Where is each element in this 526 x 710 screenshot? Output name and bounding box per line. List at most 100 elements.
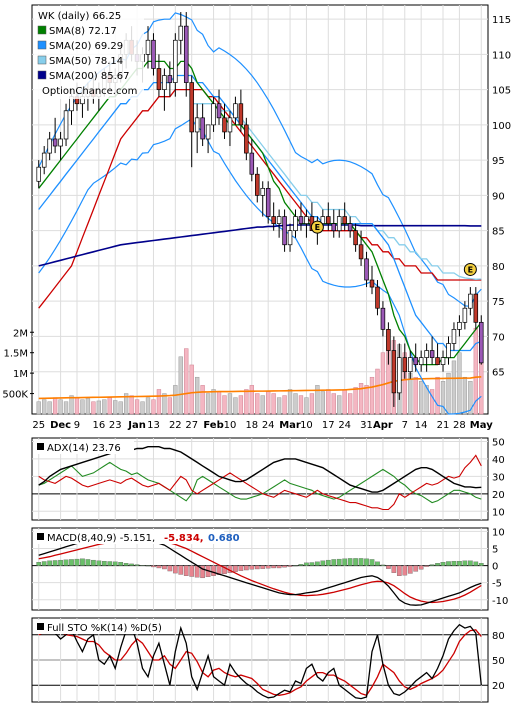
volume-bar <box>107 397 112 415</box>
candle-body <box>364 258 369 281</box>
volume-bar <box>222 395 227 415</box>
price-candle <box>369 265 375 295</box>
macd-histogram-bar <box>325 559 331 566</box>
volume-bar <box>353 387 358 415</box>
x-tick-label: 18 <box>245 420 258 431</box>
price-candle <box>391 336 397 407</box>
volume-bar <box>173 385 178 415</box>
candle-body <box>52 138 58 147</box>
candle-body <box>233 103 238 119</box>
candle-body <box>222 117 227 133</box>
adx-tick-label: 10 <box>492 507 505 518</box>
price-candle <box>189 75 194 168</box>
price-candle <box>151 33 156 76</box>
watermark-label: OptionChance.com <box>42 86 137 97</box>
price-candle <box>178 12 184 55</box>
candle-body <box>282 216 287 246</box>
candle-body <box>189 82 194 133</box>
earnings-marker-icon <box>463 262 477 276</box>
x-tick-label: 27 <box>185 420 198 431</box>
volume-tick-label: 1M <box>13 369 28 380</box>
price-candle <box>47 131 52 161</box>
macd-histogram-bar <box>271 565 276 569</box>
price-candle <box>347 216 353 238</box>
macd-histogram-bar <box>222 565 227 574</box>
macd-histogram-bar <box>233 565 238 572</box>
macd-histogram-bar <box>457 560 462 566</box>
x-tick-label: 23 <box>109 420 122 431</box>
macd-histogram-bar <box>118 562 124 566</box>
macd-histogram-bar <box>47 560 52 566</box>
candle-body <box>47 138 52 154</box>
legend-entry: SMA(20) 69.29 <box>49 41 123 52</box>
x-tick-label: Jan <box>127 420 146 431</box>
macd-histogram-bar <box>58 559 63 566</box>
price-tick-label: 65 <box>492 368 505 379</box>
candle-body <box>173 39 178 83</box>
candle-body <box>397 357 402 394</box>
price-candle <box>287 223 293 252</box>
x-tick-label: 9 <box>74 420 80 431</box>
macd-histogram-bar <box>85 559 91 566</box>
price-candle <box>63 103 69 147</box>
macd-histogram-bar <box>375 561 380 566</box>
macd-histogram-bar <box>238 565 244 571</box>
price-candle <box>156 54 162 97</box>
macd-histogram-bar <box>260 565 266 569</box>
volume-bar <box>331 393 336 415</box>
macd-histogram-bar <box>162 565 167 570</box>
macd-histogram-bar <box>167 565 173 572</box>
x-tick-label: 13 <box>147 420 160 431</box>
price-candle <box>194 103 200 154</box>
volume-bar <box>151 399 156 415</box>
price-tick-label: 115 <box>492 15 511 26</box>
volume-bar <box>96 400 101 415</box>
macd-histogram-bar <box>244 565 249 571</box>
macd-histogram-bar <box>391 565 397 573</box>
price-tick-label: 75 <box>492 297 505 308</box>
candle-body <box>249 152 255 175</box>
x-tick-label: 10 <box>224 420 237 431</box>
earnings-marker-icon <box>310 220 324 234</box>
volume-tick-label: 1.5M <box>3 349 28 360</box>
candle-body <box>276 216 282 224</box>
adx-label: ADX(14) 23.76 <box>47 443 121 454</box>
volume-tick-label: 2M <box>13 328 28 339</box>
candle-body <box>260 187 265 196</box>
candle-body <box>255 173 260 196</box>
price-candle <box>216 89 222 125</box>
macd-label: MACD(8,40,9) -5.151, <box>47 533 155 544</box>
price-candle <box>200 103 205 147</box>
x-tick-label: 24 <box>262 420 275 431</box>
price-candle <box>244 117 249 161</box>
volume-bar <box>80 399 85 415</box>
x-tick-label: Feb <box>203 420 223 431</box>
macd-histogram-bar <box>200 565 205 579</box>
volume-bar <box>413 376 418 415</box>
volume-bar <box>315 385 320 415</box>
macd-histogram-bar <box>183 565 189 576</box>
volume-bar <box>233 397 238 415</box>
volume-bar <box>446 372 451 415</box>
volume-bar <box>451 360 457 415</box>
candle-body <box>167 75 173 83</box>
price-candle <box>331 209 337 238</box>
volume-bar <box>113 400 118 415</box>
macd-histogram-bar <box>145 565 151 567</box>
adx-swatch <box>37 443 44 450</box>
adx-tick-label: 30 <box>492 472 505 483</box>
price-candle <box>375 280 380 316</box>
macd-histogram-bar <box>254 565 260 570</box>
price-tick-label: 105 <box>492 86 511 97</box>
price-candle <box>342 202 347 231</box>
candle-body <box>369 279 375 288</box>
volume-bar <box>184 348 189 415</box>
candle-body <box>473 293 479 323</box>
x-tick-label: 21 <box>437 420 450 431</box>
volume-bar <box>249 385 254 415</box>
x-tick-label: May <box>470 420 493 431</box>
price-candle <box>446 336 451 365</box>
candle-body <box>353 230 358 246</box>
macd-histogram-bar <box>112 561 118 566</box>
price-candle <box>222 103 227 139</box>
